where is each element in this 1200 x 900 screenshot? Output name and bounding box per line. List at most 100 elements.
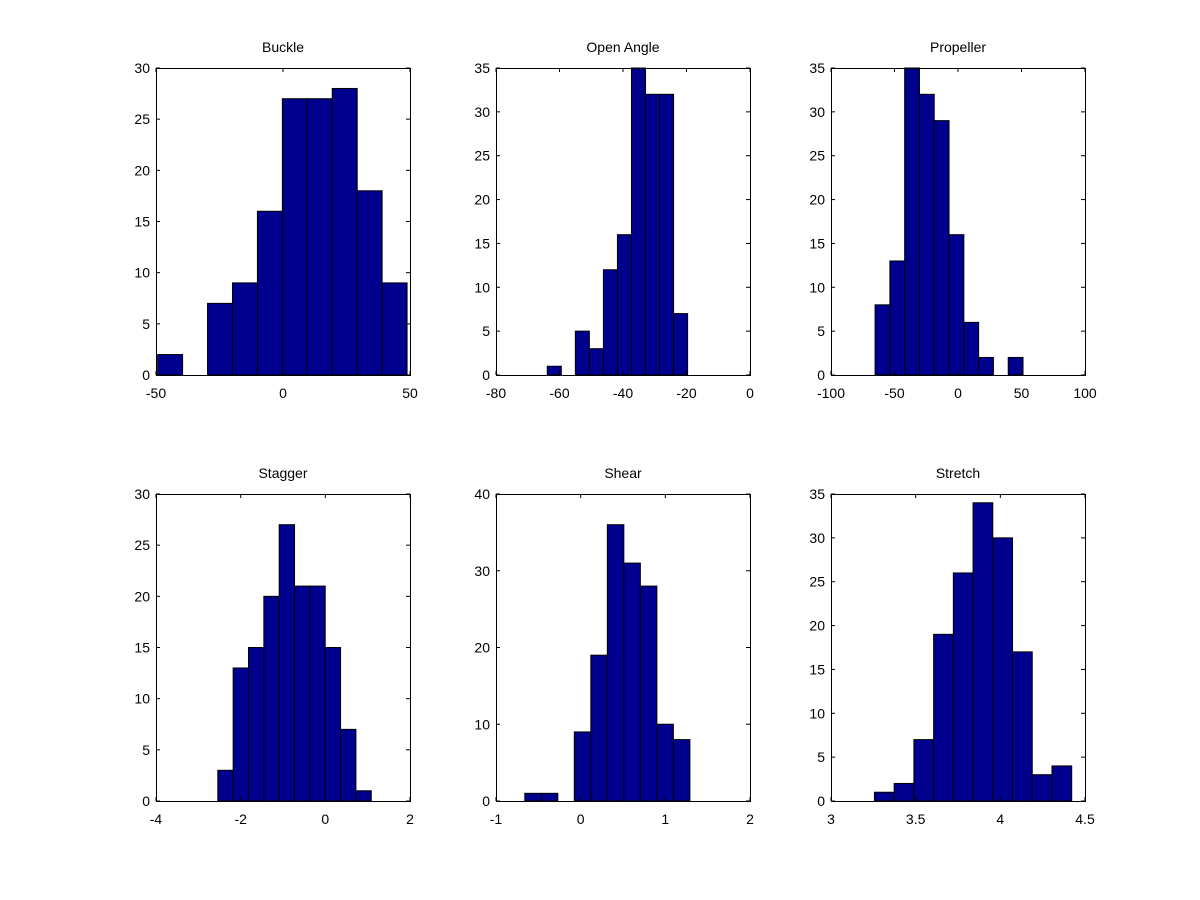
x-tick-label: 4.5 xyxy=(1075,811,1095,827)
y-tick-label: 30 xyxy=(134,486,150,502)
axes-box xyxy=(831,494,1086,802)
histogram-bar xyxy=(963,321,980,376)
histogram-bar xyxy=(933,120,950,376)
y-tick-label: 20 xyxy=(809,618,825,634)
histogram-bar xyxy=(590,654,608,802)
y-tick-label: 5 xyxy=(142,316,150,332)
y-tick-label: 40 xyxy=(474,486,490,502)
histogram-bar xyxy=(645,93,661,376)
histogram-bar xyxy=(874,304,891,376)
x-tick-label: -100 xyxy=(817,385,845,401)
histogram-bar xyxy=(1012,651,1033,802)
histogram-bar xyxy=(340,728,357,802)
histogram-bar xyxy=(889,260,906,376)
histogram-bar xyxy=(933,633,954,802)
histogram-bar xyxy=(873,791,895,802)
y-tick-label: 0 xyxy=(817,793,825,809)
histogram-bar xyxy=(978,356,994,376)
y-tick-label: 20 xyxy=(474,192,490,208)
x-tick-label: 50 xyxy=(1014,385,1030,401)
y-tick-label: 30 xyxy=(474,104,490,120)
y-tick-label: 30 xyxy=(474,563,490,579)
x-tick-label: -60 xyxy=(549,385,569,401)
x-tick-label: -1 xyxy=(490,811,503,827)
histogram-bar xyxy=(540,792,559,802)
x-tick-label: 3.5 xyxy=(906,811,926,827)
histogram-bar xyxy=(355,790,372,802)
y-tick-label: 35 xyxy=(474,60,490,76)
x-tick-label: -50 xyxy=(884,385,904,401)
histogram-bar xyxy=(232,667,249,802)
histogram-bar xyxy=(616,234,632,376)
histogram-bar xyxy=(893,782,915,802)
y-tick-label: 25 xyxy=(134,111,150,127)
y-tick-label: 10 xyxy=(474,716,490,732)
x-tick-label: 4 xyxy=(996,811,1004,827)
histogram-bar xyxy=(574,330,590,376)
histogram-bar xyxy=(904,67,920,376)
subplot-title: Stagger xyxy=(258,465,307,481)
histogram-bar xyxy=(331,87,358,376)
y-tick-label: 0 xyxy=(142,367,150,383)
histogram-bar xyxy=(1007,356,1024,376)
x-tick-label: 2 xyxy=(406,811,414,827)
histogram-bar xyxy=(948,234,965,376)
subplot-title: Buckle xyxy=(262,39,304,55)
y-tick-label: 0 xyxy=(482,793,490,809)
subplot-title: Open Angle xyxy=(586,39,659,55)
histogram-bar xyxy=(606,524,625,802)
histogram-bar xyxy=(247,647,265,802)
x-tick-label: 0 xyxy=(321,811,329,827)
histogram-bar xyxy=(263,595,280,802)
x-tick-label: 3 xyxy=(827,811,835,827)
histogram-bar xyxy=(256,210,283,376)
y-tick-label: 20 xyxy=(809,192,825,208)
y-tick-label: 30 xyxy=(134,60,150,76)
histogram-bar xyxy=(1051,765,1073,802)
x-tick-label: 0 xyxy=(577,811,585,827)
x-tick-label: -20 xyxy=(676,385,696,401)
histogram-bar xyxy=(524,792,542,802)
histogram-bar xyxy=(324,647,342,802)
subplot-buckle: -50 0 50 0 5 10 15 20 25 30 Buckle xyxy=(134,39,418,401)
y-tick-label: 5 xyxy=(142,742,150,758)
histogram-bar xyxy=(281,98,308,376)
y-tick-label: 25 xyxy=(809,148,825,164)
y-tick-label: 0 xyxy=(482,367,490,383)
histogram-bar xyxy=(602,269,618,376)
histogram-bar xyxy=(309,585,326,802)
x-tick-label: -40 xyxy=(613,385,633,401)
y-tick-label: 15 xyxy=(134,214,150,230)
histogram-bar xyxy=(278,524,296,802)
y-tick-label: 10 xyxy=(809,279,825,295)
y-tick-label: 15 xyxy=(474,235,490,251)
x-tick-label: -4 xyxy=(150,811,163,827)
y-tick-label: 0 xyxy=(817,367,825,383)
histogram-bar xyxy=(623,562,641,802)
y-tick-label: 10 xyxy=(134,265,150,281)
y-tick-label: 5 xyxy=(817,749,825,765)
histogram-bar xyxy=(992,537,1014,802)
histogram-bar xyxy=(207,302,233,376)
subplot-title: Propeller xyxy=(930,39,986,55)
subplot-propeller: -100 -50 0 50 100 0 5 10 15 20 25 30 35 Propeller xyxy=(809,39,1096,401)
y-tick-label: 20 xyxy=(134,588,150,604)
histogram-bar xyxy=(294,585,311,802)
x-tick-label: 1 xyxy=(661,811,669,827)
histogram-bar xyxy=(217,769,234,802)
x-tick-label: 100 xyxy=(1073,385,1097,401)
y-tick-label: 5 xyxy=(482,323,490,339)
x-tick-label: 0 xyxy=(746,385,754,401)
y-tick-label: 10 xyxy=(474,279,490,295)
y-tick-label: 35 xyxy=(809,486,825,502)
y-tick-label: 10 xyxy=(809,705,825,721)
histogram-bar xyxy=(381,282,408,376)
y-tick-label: 20 xyxy=(474,640,490,656)
y-tick-label: 25 xyxy=(134,537,150,553)
histogram-bar xyxy=(656,723,674,802)
x-tick-label: 0 xyxy=(279,385,287,401)
y-tick-label: 15 xyxy=(134,640,150,656)
